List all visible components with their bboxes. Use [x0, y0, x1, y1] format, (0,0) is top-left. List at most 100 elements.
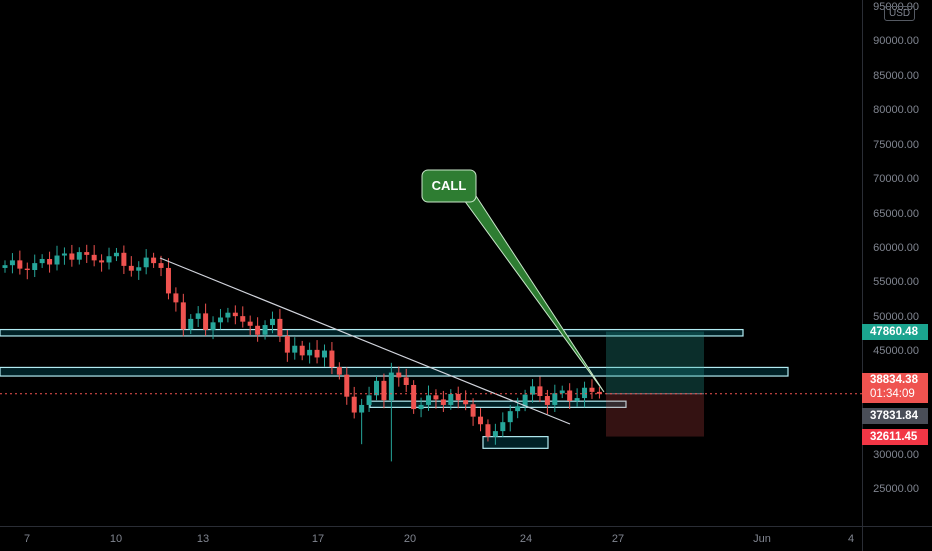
candle[interactable] — [277, 309, 283, 343]
candle[interactable] — [299, 340, 305, 361]
candle[interactable] — [247, 315, 253, 336]
price-tick-label: 30000.00 — [873, 448, 919, 461]
candle[interactable] — [344, 367, 350, 405]
candle[interactable] — [381, 373, 387, 409]
candle[interactable] — [106, 247, 112, 270]
candle[interactable] — [589, 379, 595, 399]
candle[interactable] — [321, 344, 327, 367]
candle[interactable] — [240, 306, 246, 328]
time-tick-label: Jun — [753, 533, 771, 545]
candle[interactable] — [2, 260, 8, 273]
candle[interactable] — [433, 389, 439, 409]
zone-box[interactable] — [482, 436, 549, 449]
candle[interactable] — [180, 293, 186, 337]
candle[interactable] — [210, 316, 216, 340]
candle[interactable] — [388, 362, 394, 462]
candle[interactable] — [292, 337, 298, 360]
candle-body — [537, 386, 543, 397]
support-resistance-zones — [0, 328, 789, 449]
candle[interactable] — [314, 340, 320, 364]
candle[interactable] — [366, 386, 372, 412]
candle[interactable] — [544, 389, 550, 415]
candle[interactable] — [17, 250, 23, 275]
candle[interactable] — [478, 408, 484, 432]
candle[interactable] — [165, 258, 171, 300]
candle[interactable] — [307, 342, 313, 364]
candle[interactable] — [351, 386, 357, 419]
candle[interactable] — [99, 254, 105, 272]
candle[interactable] — [69, 244, 75, 267]
currency-button[interactable]: USD — [884, 6, 916, 21]
call-annotation[interactable]: CALL — [421, 169, 605, 393]
candle[interactable] — [403, 368, 409, 393]
candle[interactable] — [39, 254, 45, 268]
candle[interactable] — [9, 253, 15, 274]
candle[interactable] — [255, 317, 261, 342]
candle[interactable] — [188, 314, 194, 335]
zone-box[interactable] — [0, 328, 744, 337]
candle-body — [433, 395, 439, 400]
time-tick-label: 20 — [403, 533, 417, 545]
candle[interactable] — [195, 306, 201, 328]
candle[interactable] — [91, 245, 97, 267]
candle[interactable] — [284, 330, 290, 362]
candle[interactable] — [426, 385, 432, 411]
candle[interactable] — [113, 247, 119, 262]
candle[interactable] — [396, 366, 402, 387]
price-chart[interactable]: CALL — [0, 0, 862, 526]
candle[interactable] — [203, 303, 209, 336]
candle[interactable] — [121, 245, 127, 275]
candle[interactable] — [440, 390, 446, 412]
candle[interactable] — [418, 397, 424, 418]
price-axis[interactable]: 95000.00 90000.00 85000.00 80000.00 75000.00… — [862, 0, 932, 526]
candle[interactable] — [269, 311, 275, 334]
candle[interactable] — [232, 305, 238, 325]
candle[interactable] — [24, 262, 30, 280]
candle[interactable] — [262, 320, 268, 340]
candle[interactable] — [76, 247, 82, 265]
candle[interactable] — [552, 384, 558, 412]
candle[interactable] — [217, 308, 223, 330]
candle[interactable] — [336, 362, 342, 380]
candle[interactable] — [158, 255, 164, 277]
profit-zone[interactable] — [606, 331, 704, 394]
candle[interactable] — [567, 383, 573, 409]
candle[interactable] — [411, 380, 417, 414]
candle[interactable] — [173, 287, 179, 312]
candle[interactable] — [136, 261, 142, 280]
candle[interactable] — [507, 405, 513, 432]
candlestick-series — [2, 244, 602, 462]
candle[interactable] — [128, 256, 134, 277]
time-axis[interactable]: 7 10 13 17 20 24 27 Jun 4 — [0, 526, 862, 551]
loss-zone[interactable] — [606, 393, 704, 437]
candle[interactable] — [485, 419, 491, 442]
candle[interactable] — [84, 244, 90, 263]
candle[interactable] — [225, 307, 231, 323]
candle[interactable] — [492, 423, 498, 445]
candle[interactable] — [359, 398, 365, 445]
candle[interactable] — [32, 254, 38, 278]
candle[interactable] — [596, 387, 602, 399]
candle[interactable] — [448, 389, 454, 410]
candle[interactable] — [582, 381, 588, 408]
candle[interactable] — [329, 342, 335, 375]
candle[interactable] — [374, 376, 379, 401]
candle[interactable] — [54, 245, 60, 271]
candle[interactable] — [574, 388, 580, 407]
candle-body — [113, 252, 119, 257]
candle[interactable] — [61, 247, 67, 265]
candle[interactable] — [537, 376, 543, 402]
candle-body — [121, 252, 127, 266]
zone-box[interactable] — [369, 400, 627, 408]
candle[interactable] — [470, 398, 476, 426]
candle[interactable] — [559, 385, 565, 399]
candle[interactable] — [151, 252, 157, 268]
candle[interactable] — [47, 251, 53, 273]
candle[interactable] — [515, 397, 521, 419]
candle[interactable] — [455, 386, 461, 409]
zone-box[interactable] — [0, 366, 789, 377]
candle[interactable] — [143, 249, 149, 275]
candle-body — [292, 345, 298, 353]
candle[interactable] — [530, 379, 536, 403]
candle[interactable] — [500, 412, 506, 438]
